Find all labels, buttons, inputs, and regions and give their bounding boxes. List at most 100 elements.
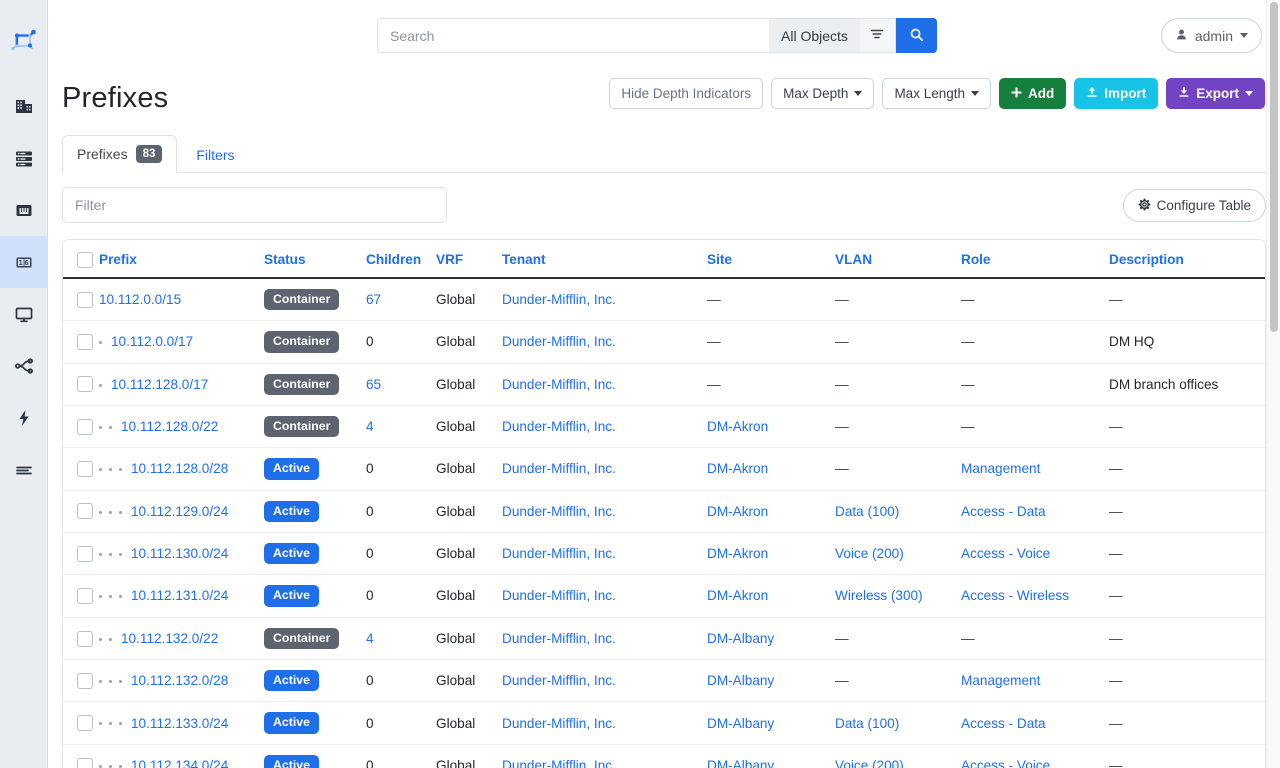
- site-link[interactable]: DM-Akron: [707, 419, 769, 435]
- row-checkbox[interactable]: [77, 376, 93, 393]
- row-checkbox[interactable]: [77, 545, 93, 562]
- prefix-link[interactable]: 10.112.129.0/24: [131, 503, 229, 519]
- export-button[interactable]: Export: [1166, 78, 1265, 109]
- row-checkbox[interactable]: [77, 503, 93, 520]
- add-button[interactable]: Add: [998, 78, 1067, 109]
- tenant-link[interactable]: Dunder-Mifflin, Inc.: [502, 291, 616, 307]
- role-link[interactable]: Access - Data: [961, 503, 1046, 519]
- vlan-cell: Voice (200): [829, 744, 955, 768]
- sidebar-item-other[interactable]: [0, 444, 48, 496]
- tenant-link[interactable]: Dunder-Mifflin, Inc.: [502, 673, 616, 689]
- row-checkbox[interactable]: [77, 630, 93, 647]
- row-checkbox[interactable]: [77, 757, 93, 768]
- children-link[interactable]: 65: [366, 376, 382, 392]
- role-link[interactable]: Access - Voice: [961, 757, 1051, 768]
- site-link[interactable]: DM-Akron: [707, 503, 769, 519]
- tenant-link[interactable]: Dunder-Mifflin, Inc.: [502, 334, 616, 350]
- prefix-link[interactable]: 10.112.134.0/24: [131, 757, 229, 768]
- search-scope-dropdown[interactable]: All Objects: [769, 18, 860, 53]
- role-link[interactable]: Management: [961, 673, 1041, 689]
- site-link[interactable]: DM-Albany: [707, 673, 775, 689]
- table-row: 10.112.132.0/22 Container 4 Global Dunder-Mi…: [63, 617, 1265, 661]
- row-checkbox[interactable]: [77, 418, 93, 435]
- prefix-link[interactable]: 10.112.132.0/22: [121, 630, 219, 646]
- tenant-link[interactable]: Dunder-Mifflin, Inc.: [502, 546, 616, 562]
- site-link[interactable]: DM-Akron: [707, 588, 769, 604]
- tenant-link[interactable]: Dunder-Mifflin, Inc.: [502, 503, 616, 519]
- row-checkbox[interactable]: [77, 672, 93, 689]
- row-checkbox[interactable]: [77, 715, 93, 732]
- column-header-site[interactable]: Site: [701, 240, 829, 279]
- sidebar-item-devices[interactable]: [0, 132, 48, 184]
- sidebar-item-organization[interactable]: [0, 80, 48, 132]
- row-checkbox[interactable]: [77, 334, 93, 351]
- site-link[interactable]: DM-Akron: [707, 546, 769, 562]
- vlan-value: —: [835, 376, 849, 392]
- tab-filters[interactable]: Filters: [181, 137, 249, 173]
- row-checkbox[interactable]: [77, 588, 93, 605]
- sidebar-item-power[interactable]: [0, 392, 48, 444]
- vlan-link[interactable]: Data (100): [835, 503, 900, 519]
- vlan-link[interactable]: Wireless (300): [835, 588, 923, 604]
- prefix-link[interactable]: 10.112.131.0/24: [131, 588, 229, 604]
- vlan-link[interactable]: Voice (200): [835, 546, 904, 562]
- children-link[interactable]: 67: [366, 291, 382, 307]
- column-header-children[interactable]: Children: [360, 240, 430, 279]
- search-filter-button[interactable]: [859, 18, 896, 53]
- select-all-checkbox[interactable]: [77, 251, 93, 268]
- tenant-link[interactable]: Dunder-Mifflin, Inc.: [502, 419, 616, 435]
- tenant-link[interactable]: Dunder-Mifflin, Inc.: [502, 715, 616, 731]
- vlan-link[interactable]: Data (100): [835, 715, 900, 731]
- role-link[interactable]: Access - Voice: [961, 546, 1051, 562]
- tenant-link[interactable]: Dunder-Mifflin, Inc.: [502, 757, 616, 768]
- site-link[interactable]: DM-Albany: [707, 630, 775, 646]
- page-scrollbar[interactable]: [1266, 0, 1280, 768]
- prefix-link[interactable]: 10.112.128.0/28: [131, 461, 229, 477]
- tenant-link[interactable]: Dunder-Mifflin, Inc.: [502, 588, 616, 604]
- column-header-status[interactable]: Status: [258, 240, 360, 279]
- prefix-link[interactable]: 10.112.0.0/15: [99, 291, 182, 307]
- tenant-link[interactable]: Dunder-Mifflin, Inc.: [502, 630, 616, 646]
- filter-input[interactable]: [62, 187, 447, 224]
- configure-table-button[interactable]: Configure Table: [1122, 188, 1266, 222]
- sidebar-item-circuits[interactable]: [0, 340, 48, 392]
- import-button[interactable]: Import: [1074, 78, 1159, 109]
- tenant-link[interactable]: Dunder-Mifflin, Inc.: [502, 376, 616, 392]
- user-menu-button[interactable]: admin: [1160, 18, 1262, 53]
- column-header-vlan[interactable]: VLAN: [829, 240, 955, 279]
- row-checkbox[interactable]: [77, 291, 93, 308]
- site-link[interactable]: DM-Akron: [707, 461, 769, 477]
- children-link[interactable]: 4: [366, 630, 374, 646]
- prefix-link[interactable]: 10.112.130.0/24: [131, 546, 229, 562]
- row-checkbox[interactable]: [77, 461, 93, 478]
- prefix-link[interactable]: 10.112.128.0/17: [111, 376, 209, 392]
- netbox-logo-icon[interactable]: [0, 0, 48, 80]
- column-header-role[interactable]: Role: [955, 240, 1103, 279]
- max-depth-dropdown[interactable]: Max Depth: [771, 78, 875, 109]
- prefix-link[interactable]: 10.112.133.0/24: [131, 715, 229, 731]
- role-link[interactable]: Management: [961, 461, 1041, 477]
- prefix-link[interactable]: 10.112.128.0/22: [121, 419, 219, 435]
- prefix-link[interactable]: 10.112.0.0/17: [111, 334, 194, 350]
- role-link[interactable]: Access - Data: [961, 715, 1046, 731]
- hide-depth-indicators-button[interactable]: Hide Depth Indicators: [609, 78, 764, 109]
- column-header-prefix[interactable]: Prefix: [93, 240, 258, 279]
- sidebar-item-virtualization[interactable]: [0, 288, 48, 340]
- column-header-description[interactable]: Description: [1103, 240, 1265, 279]
- sidebar-item-connections[interactable]: [0, 184, 48, 236]
- site-link[interactable]: DM-Albany: [707, 757, 775, 768]
- children-link[interactable]: 4: [366, 419, 374, 435]
- site-link[interactable]: DM-Albany: [707, 715, 775, 731]
- search-submit-button[interactable]: [895, 18, 937, 53]
- tenant-link[interactable]: Dunder-Mifflin, Inc.: [502, 461, 616, 477]
- role-link[interactable]: Access - Wireless: [961, 588, 1070, 604]
- search-input[interactable]: [377, 18, 769, 53]
- page-scrollbar-thumb[interactable]: [1270, 2, 1278, 332]
- vlan-link[interactable]: Voice (200): [835, 757, 904, 768]
- column-header-tenant[interactable]: Tenant: [496, 240, 701, 279]
- sidebar-item-ipam[interactable]: 1 6: [0, 236, 48, 288]
- column-header-vrf[interactable]: VRF: [430, 240, 496, 279]
- tab-prefixes[interactable]: Prefixes 83: [62, 135, 178, 174]
- max-length-dropdown[interactable]: Max Length: [882, 78, 991, 109]
- prefix-link[interactable]: 10.112.132.0/28: [131, 673, 229, 689]
